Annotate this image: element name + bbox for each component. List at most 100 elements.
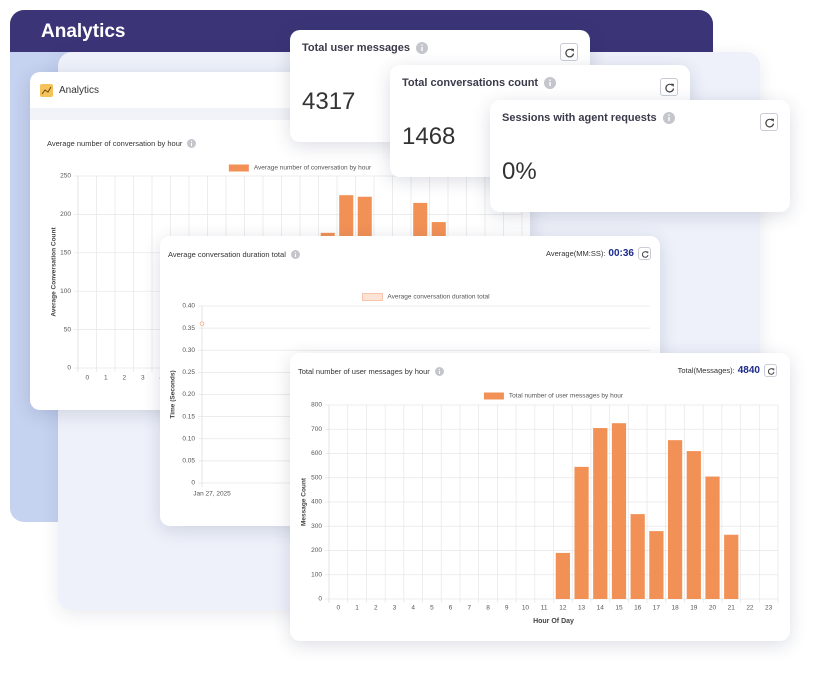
x-tick-label: 1	[355, 605, 359, 612]
legend-swatch	[228, 164, 249, 172]
legend-label: Average conversation duration total	[387, 294, 490, 301]
y-tick-label: 200	[311, 547, 322, 554]
stat-title: Total user messages	[302, 42, 411, 54]
refresh-button[interactable]	[760, 113, 778, 131]
refresh-button[interactable]	[660, 78, 678, 96]
y-tick-label: 0	[318, 596, 322, 603]
x-tick-label: 12	[559, 605, 567, 612]
x-tick-label: 19	[690, 605, 698, 612]
summary: Total(Messages): 4840	[678, 365, 760, 376]
y-tick-label: 250	[60, 173, 71, 180]
x-tick-label: 18	[671, 605, 679, 612]
bar	[611, 423, 627, 599]
y-tick-label: 400	[311, 499, 322, 506]
x-tick-label: 22	[746, 605, 754, 612]
y-axis-title: Message Count	[301, 477, 308, 526]
card-header: Analytics	[30, 72, 530, 108]
chart-title: Total number of user messages by hour	[298, 367, 430, 376]
x-tick-label: 17	[653, 605, 661, 612]
y-tick-label: 0.10	[182, 435, 195, 442]
x-tick-label: 0	[85, 375, 89, 382]
legend-swatch	[362, 293, 383, 301]
info-icon	[662, 112, 675, 124]
x-tick-label: 3	[393, 605, 397, 612]
app-title: Analytics	[41, 21, 126, 42]
summary-label: Average(MM:SS):	[545, 249, 606, 258]
bar	[649, 531, 664, 599]
stat-title-row: Total user messages	[302, 42, 429, 54]
x-tick-label: 4	[411, 605, 415, 612]
bar	[593, 428, 608, 599]
chart-card: 0 100 200 300 400 500 600 700 800 0 1 2 3 4 5 6 7 8 9 10 11 1…	[290, 353, 790, 641]
chart-title-row: Total number of user messages by hour	[298, 367, 444, 376]
y-tick-label: 0	[191, 480, 195, 487]
bar	[630, 514, 645, 599]
y-tick-label: 300	[311, 523, 322, 530]
x-axis-title: Hour Of Day	[533, 618, 574, 625]
refresh-button[interactable]	[638, 247, 651, 260]
y-tick-label: 0.30	[182, 347, 195, 354]
info-icon	[434, 367, 444, 376]
x-tick-label: 0	[337, 605, 341, 612]
bar	[686, 451, 701, 599]
summary-value: 00:36	[608, 248, 634, 259]
summary-label: Total(Messages):	[677, 366, 735, 375]
y-tick-label: 0.25	[182, 369, 195, 376]
chart-title: Average conversation duration total	[168, 250, 286, 259]
x-tick-label: 2	[122, 375, 126, 382]
bar	[724, 534, 739, 599]
bar	[555, 552, 570, 599]
x-tick-label: 20	[709, 605, 717, 612]
y-tick-label: 0.05	[182, 458, 195, 465]
legend: Average conversation duration total	[362, 293, 490, 301]
y-tick-label: 800	[311, 402, 322, 409]
x-tick-label: 9	[505, 605, 509, 612]
stat-card: Sessions with agent requests 0%	[490, 100, 790, 212]
x-tick-label: 14	[597, 605, 605, 612]
x-tick-label: 10	[522, 605, 530, 612]
card-title: Analytics	[59, 84, 100, 96]
x-tick-label: 16	[634, 605, 642, 612]
y-tick-label: 100	[60, 288, 71, 295]
legend-label: Average number of conversation by hour	[254, 165, 372, 172]
chart-title: Average number of conversation by hour	[47, 139, 183, 148]
x-tick-label: 21	[728, 605, 736, 612]
x-tick-label: 7	[468, 605, 472, 612]
info-icon	[544, 77, 557, 89]
refresh-button[interactable]	[764, 364, 777, 377]
y-tick-label: 0.20	[182, 391, 195, 398]
legend: Average number of conversation by hour	[228, 164, 372, 172]
x-tick-label: 23	[765, 605, 773, 612]
x-tick-label: Jan 27, 2025	[193, 491, 231, 498]
stat-title-row: Total conversations count	[402, 77, 557, 89]
x-tick-label: 6	[449, 605, 453, 612]
summary: Average(MM:SS): 00:36	[546, 248, 634, 259]
y-tick-label: 0.35	[182, 325, 195, 332]
y-tick-label: 100	[311, 571, 322, 578]
bar	[574, 466, 589, 599]
summary-value: 4840	[737, 365, 760, 376]
x-tick-label: 3	[141, 375, 145, 382]
y-tick-label: 50	[64, 326, 72, 333]
x-tick-label: 8	[486, 605, 490, 612]
info-icon	[290, 250, 300, 259]
y-tick-label: 500	[311, 474, 322, 481]
refresh-button[interactable]	[560, 43, 578, 61]
bar	[667, 440, 683, 599]
y-tick-label: 0.15	[182, 413, 195, 420]
x-tick-label: 15	[615, 605, 623, 612]
chart-title-row: Average number of conversation by hour	[47, 139, 197, 148]
chart-title-row: Average conversation duration total	[168, 250, 300, 259]
point	[199, 321, 205, 326]
x-tick-label: 11	[541, 605, 548, 612]
legend-swatch	[483, 392, 504, 400]
stat-value: 0%	[502, 158, 537, 185]
x-tick-label: 13	[578, 605, 586, 612]
x-tick-label: 5	[430, 605, 434, 612]
legend-label: Total number of user messages by hour	[509, 393, 624, 400]
y-tick-label: 0.40	[182, 303, 195, 310]
legend: Total number of user messages by hour	[483, 392, 624, 400]
info-icon	[187, 139, 197, 148]
